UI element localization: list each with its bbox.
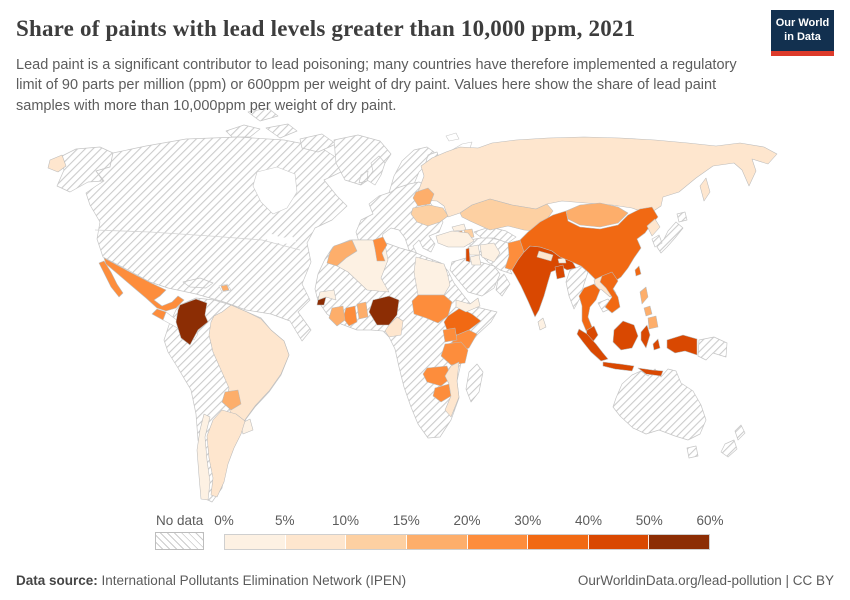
country-nigeria[interactable]	[368, 295, 400, 326]
country-guatemala[interactable]	[151, 308, 167, 321]
legend-bin-5[interactable]	[528, 535, 589, 549]
legend-tick-10%: 10%	[331, 513, 360, 528]
hudson-bay	[252, 166, 298, 215]
owid-logo-line1: Our World	[775, 17, 830, 29]
country-uganda[interactable]	[442, 327, 458, 343]
region-svalbard	[445, 132, 460, 142]
region-australia	[612, 368, 707, 459]
legend-tick-15%: 15%	[392, 513, 420, 528]
country-lebanon-israel[interactable]	[465, 247, 471, 263]
legend-tick-30%: 30%	[514, 513, 542, 528]
region-madagascar	[465, 363, 484, 403]
legend-bin-6[interactable]	[588, 535, 650, 549]
country-belarus[interactable]	[412, 187, 435, 207]
legend-no-data-swatch[interactable]	[155, 532, 204, 550]
legend-tick-20%: 20%	[453, 513, 481, 528]
legend-bin-7[interactable]	[649, 535, 709, 549]
country-tunisia[interactable]	[372, 236, 388, 262]
country-chile[interactable]	[196, 413, 211, 501]
country-togo-benin[interactable]	[356, 301, 369, 320]
country-mozambique[interactable]	[444, 361, 460, 418]
country-dominican-republic[interactable]	[220, 284, 230, 292]
chart-footer: Data source: International Pollutants El…	[0, 573, 850, 588]
owid-logo-accent-bar	[771, 50, 834, 56]
legend-bin-2[interactable]	[346, 535, 407, 549]
country-sudan[interactable]	[411, 294, 453, 324]
country-thailand[interactable]	[578, 283, 601, 334]
legend-tick-60%: 60%	[696, 513, 724, 528]
country-colombia[interactable]	[175, 298, 209, 346]
country-jordan[interactable]	[469, 254, 482, 266]
country-nepal[interactable]	[536, 250, 554, 262]
legend-tick-50%: 50%	[635, 513, 663, 528]
country-mongolia[interactable]	[565, 202, 629, 228]
country-syria[interactable]	[467, 244, 481, 256]
country-yemen[interactable]	[455, 297, 481, 313]
country-iraq[interactable]	[479, 242, 501, 263]
region-cuba	[182, 277, 214, 289]
country-mexico[interactable]	[98, 257, 185, 312]
region-japan	[656, 211, 688, 254]
country-bangladesh[interactable]	[554, 264, 566, 280]
country-cote-divoire[interactable]	[328, 305, 346, 327]
region-arctic-islands	[225, 107, 337, 153]
country-philippines[interactable]	[639, 286, 659, 330]
region-south-korea	[651, 234, 663, 248]
owid-logo-line2: in Data	[784, 30, 821, 43]
country-china[interactable]	[519, 206, 659, 285]
page-subtitle: Lead paint is a significant contributor …	[16, 57, 737, 114]
region-oman	[495, 273, 511, 297]
page-title: Share of paints with lead levels greater…	[16, 16, 636, 41]
country-taiwan[interactable]	[634, 265, 642, 277]
legend-bin-0[interactable]	[225, 535, 286, 549]
legend-bin-3[interactable]	[406, 535, 468, 549]
legend-tick-labels: 0% 5% 10% 15% 20% 30% 40% 50% 60%	[214, 513, 723, 531]
country-tanzania[interactable]	[440, 341, 469, 366]
country-ukraine[interactable]	[410, 204, 449, 227]
legend-tick-5%: 5%	[274, 513, 295, 528]
country-cameroon[interactable]	[384, 316, 404, 338]
legend-tick-0%: 0%	[214, 513, 234, 528]
country-egypt[interactable]	[413, 256, 451, 296]
map-legend: No data 0% 5% 10% 15% 20% 30% 40% 50% 60%	[0, 511, 850, 556]
country-zimbabwe[interactable]	[432, 383, 452, 403]
legend-bin-4[interactable]	[467, 535, 529, 549]
region-papua-new-guinea	[697, 336, 728, 361]
country-north-korea[interactable]	[646, 218, 661, 237]
owid-logo[interactable]: Our World in Data	[771, 10, 834, 56]
legend-bin-1[interactable]	[285, 535, 347, 549]
data-source-value: International Pollutants Elimination Net…	[97, 573, 407, 588]
country-vietnam[interactable]	[599, 271, 621, 314]
us-canada-border	[94, 229, 301, 251]
great-lakes	[262, 234, 296, 244]
country-argentina[interactable]	[206, 409, 246, 498]
country-turkey[interactable]	[435, 230, 475, 248]
region-uk-ireland	[358, 155, 386, 186]
data-source-label: Data source:	[16, 573, 98, 588]
country-paraguay[interactable]	[221, 389, 242, 411]
owid-link[interactable]: OurWorldinData.org/lead-pollution | CC B…	[577, 573, 834, 588]
country-sri-lanka[interactable]	[537, 317, 547, 331]
legend-no-data-label: No data	[156, 513, 204, 528]
legend-tick-40%: 40%	[574, 513, 603, 528]
country-guinea[interactable]	[317, 289, 337, 301]
legend-color-bar	[224, 534, 710, 550]
region-new-zealand	[720, 424, 746, 458]
country-indonesia[interactable]	[576, 320, 698, 377]
